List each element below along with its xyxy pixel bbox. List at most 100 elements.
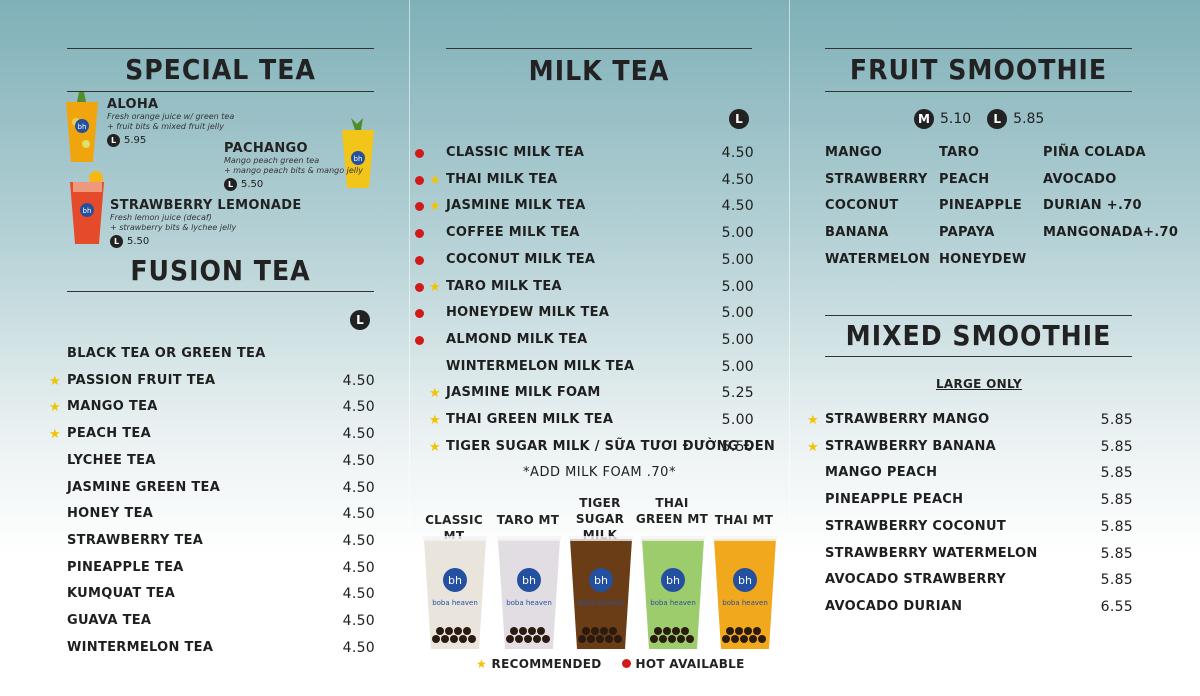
fruit-flavor: BANANA (825, 225, 889, 241)
svg-text:boba heaven: boba heaven (722, 599, 768, 607)
pachango-desc2: + mango peach bits & mango jelly (224, 166, 363, 175)
strawberry-lemonade-item: STRAWBERRY LEMONADE Fresh lemon juice (d… (110, 198, 302, 248)
star-icon: ★ (429, 172, 441, 188)
item-price: 4.50 (721, 171, 754, 188)
item-price: 5.85 (1100, 412, 1133, 428)
item-name: MANGO TEA (67, 399, 158, 415)
item-name: STRAWBERRY WATERMELON (825, 545, 1038, 561)
item-name: MANGO PEACH (825, 465, 938, 481)
size-badge: M (914, 109, 934, 129)
mixed-smoothie-row: PINEAPPLE PEACH 5.85 (825, 492, 1133, 512)
special-tea-heading: SPECIAL TEA (67, 48, 374, 92)
item-name: PEACH TEA (67, 426, 151, 442)
svg-text:boba heaven: boba heaven (432, 599, 478, 607)
item-name: COFFEE MILK TEA (446, 225, 580, 241)
fusion-tea-row: WINTERMELON TEA 4.50 (67, 640, 375, 660)
fruit-flavor: STRAWBERRY (825, 171, 928, 187)
item-name: PASSION FRUIT TEA (67, 372, 216, 388)
svg-text:bh: bh (448, 574, 462, 587)
hot-dot-icon (415, 282, 424, 292)
item-name: KUMQUAT TEA (67, 586, 176, 602)
item-price: 5.85 (1100, 438, 1133, 455)
mixed-smoothie-row: STRAWBERRY MANGO 5.85 (825, 412, 1133, 432)
fruit-flavor: AVOCADO (1043, 171, 1117, 187)
item-price: 5.85 (1100, 465, 1133, 482)
milk-tea-row: WINTERMELON MILK TEA 5.00 (446, 359, 754, 379)
mixed-smoothie-row: STRAWBERRY WATERMELON 5.85 (825, 546, 1133, 566)
pachango-price: L 5.50 (224, 178, 363, 191)
fruit-flavor: PAPAYA (939, 225, 995, 241)
size-badge: L (224, 178, 237, 191)
item-name: TIGER SUGAR MILK / SỮA TƯƠI ĐƯỜNG ĐEN (446, 438, 776, 454)
milk-tea-cup-image: bh boba heaven (569, 536, 633, 649)
svg-text:boba heaven: boba heaven (650, 599, 696, 607)
mixed-smoothie-row: AVOCADO STRAWBERRY 5.85 (825, 572, 1133, 592)
star-icon: ★ (476, 657, 488, 671)
item-price: 4.50 (342, 452, 375, 469)
item-price: 5.00 (721, 251, 754, 268)
hot-dot-icon (415, 202, 424, 212)
item-price: 4.50 (721, 198, 754, 215)
right-column: FRUIT SMOOTHIE M 5.10 L 5.85 MANGO STRAWB… (790, 0, 1200, 696)
aloha-name: ALOHA (107, 97, 159, 112)
fruit-flavor: PEACH (939, 171, 990, 187)
star-icon: ★ (429, 439, 441, 455)
mixed-smoothie-row: AVOCADO DURIAN 6.55 (825, 599, 1133, 619)
milk-tea-row: JASMINE MILK FOAM 5.25 (446, 385, 754, 405)
item-price: 4.50 (721, 145, 754, 161)
milk-tea-row: TARO MILK TEA 5.00 (446, 279, 754, 299)
milk-tea-cup-image: bh boba heaven (641, 536, 705, 649)
milk-tea-cup-image: bh boba heaven (497, 536, 561, 649)
milk-tea-heading: MILK TEA (446, 48, 752, 92)
mixed-smoothie-row: STRAWBERRY COCONUT 5.85 (825, 519, 1133, 539)
price: 5.85 (1013, 111, 1045, 127)
fruit-flavor: MANGONADA+.70 (1043, 225, 1179, 241)
fusion-tea-row: STRAWBERRY TEA 4.50 (67, 533, 375, 553)
large-size-badge: L (350, 310, 370, 330)
item-price: 5.85 (1100, 545, 1133, 562)
strawberry-lemonade-desc2: + strawberry bits & lychee jelly (110, 223, 237, 232)
item-price: 5.00 (721, 358, 754, 375)
milk-tea-row: HONEYDEW MILK TEA 5.00 (446, 305, 754, 325)
item-name: PINEAPPLE TEA (67, 559, 184, 575)
milk-tea-row: THAI MILK TEA 4.50 (446, 172, 754, 192)
medium-size: M 5.10 (914, 109, 971, 129)
pachango-desc: Mango peach green tea (224, 156, 320, 165)
hot-dot-icon (622, 659, 631, 668)
item-price: 4.50 (342, 613, 375, 629)
fusion-tea-row: GUAVA TEA 4.50 (67, 613, 375, 633)
star-icon: ★ (429, 413, 441, 428)
milk-tea-cup-image: bh boba heaven (423, 536, 487, 649)
column-divider (789, 0, 790, 696)
strawberry-lemonade-desc: Fresh lemon juice (decaf) (110, 213, 212, 222)
large-size-badge: L (729, 109, 749, 129)
star-icon: ★ (49, 427, 61, 443)
fusion-tea-heading: FUSION TEA (67, 250, 374, 292)
column-divider (409, 0, 410, 696)
star-icon: ★ (49, 373, 61, 389)
item-price: 5.00 (721, 225, 754, 242)
aloha-price: L 5.95 (107, 134, 234, 147)
size-badge: L (110, 235, 123, 248)
item-price: 5.85 (1100, 518, 1133, 535)
pachango-drink-image: bh (342, 118, 374, 188)
fruit-smoothie-sizes: M 5.10 L 5.85 (914, 109, 1044, 129)
strawberry-lemonade-drink-image: bh (70, 171, 104, 244)
size-badge: L (107, 134, 120, 147)
pachango-name: PACHANGO (224, 141, 308, 156)
star-icon: ★ (429, 279, 441, 295)
fruit-flavor: PIÑA COLADA (1043, 145, 1146, 160)
left-column: SPECIAL TEA bh ALOHA Fresh orange juice … (0, 0, 409, 696)
item-name: STRAWBERRY MANGO (825, 412, 990, 427)
item-name: TARO MILK TEA (446, 278, 562, 294)
star-icon: ★ (807, 439, 819, 455)
fruit-flavor: PINEAPPLE (939, 198, 1023, 214)
milk-tea-row: JASMINE MILK TEA 4.50 (446, 198, 754, 218)
item-name: WINTERMELON MILK TEA (446, 358, 635, 374)
middle-column: MILK TEA L CLASSIC MILK TEA 4.50 THAI MILK… (410, 0, 789, 696)
fusion-tea-row: KUMQUAT TEA 4.50 (67, 586, 375, 606)
svg-text:bh: bh (522, 574, 536, 587)
item-name: LYCHEE TEA (67, 452, 156, 468)
mixed-smoothie-row: STRAWBERRY BANANA 5.85 (825, 439, 1133, 459)
svg-text:bh: bh (83, 207, 92, 215)
